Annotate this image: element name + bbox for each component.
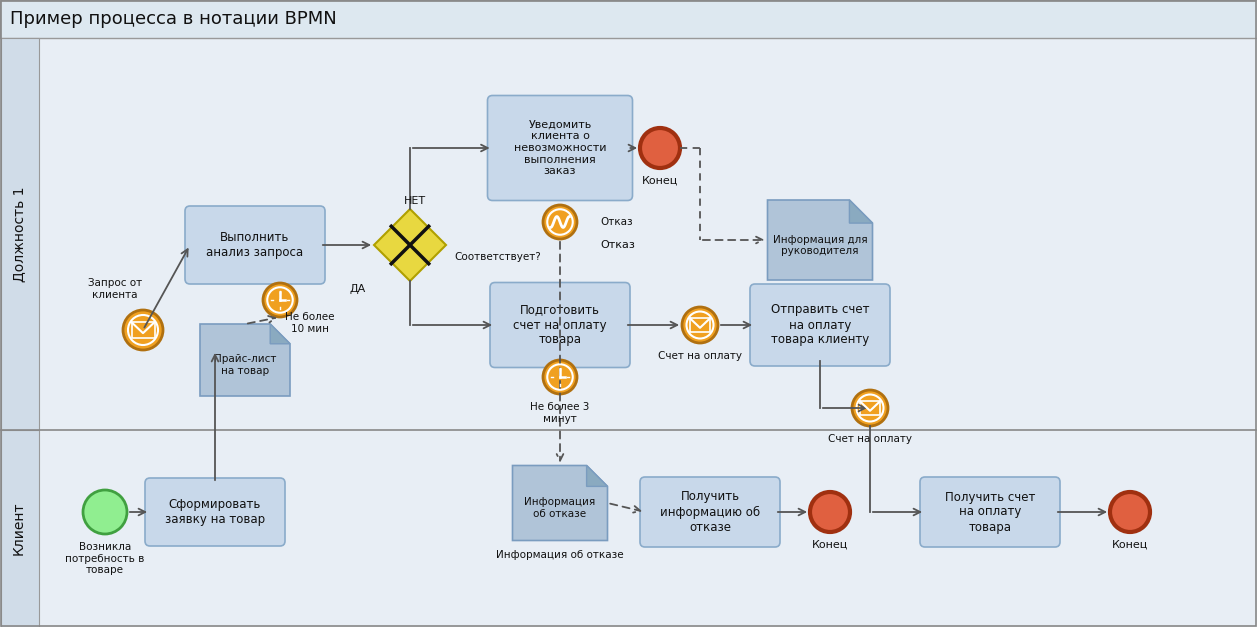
Text: Запрос от
клиента: Запрос от клиента	[88, 278, 142, 300]
Text: Отправить счет
на оплату
товара клиенту: Отправить счет на оплату товара клиенту	[771, 303, 870, 347]
Text: Счет на оплату: Счет на оплату	[657, 351, 742, 361]
FancyBboxPatch shape	[640, 477, 781, 547]
Text: Не более 3
минут: Не более 3 минут	[530, 402, 590, 424]
FancyBboxPatch shape	[39, 38, 1256, 430]
Text: ДА: ДА	[349, 284, 366, 294]
FancyBboxPatch shape	[490, 283, 630, 367]
Polygon shape	[587, 465, 607, 487]
Circle shape	[810, 492, 850, 532]
FancyBboxPatch shape	[39, 430, 1256, 627]
Circle shape	[123, 310, 163, 350]
Text: Подготовить
счет на оплату
товара: Подготовить счет на оплату товара	[513, 303, 607, 347]
FancyBboxPatch shape	[185, 206, 326, 284]
Polygon shape	[850, 200, 872, 223]
Text: Клиент: Клиент	[13, 502, 26, 556]
Circle shape	[683, 307, 718, 343]
FancyBboxPatch shape	[690, 318, 710, 332]
Text: Конец: Конец	[812, 540, 848, 550]
Circle shape	[263, 283, 297, 317]
Circle shape	[543, 205, 577, 239]
Text: Конец: Конец	[1112, 540, 1148, 550]
Text: Информация
об отказе: Информация об отказе	[524, 497, 596, 519]
Circle shape	[551, 367, 569, 386]
Text: Отказ: Отказ	[600, 217, 632, 227]
FancyBboxPatch shape	[920, 477, 1060, 547]
Polygon shape	[768, 200, 872, 280]
Text: Получить
информацию об
отказе: Получить информацию об отказе	[660, 490, 760, 534]
Text: Информация для
руководителя: Информация для руководителя	[773, 234, 867, 256]
Text: Уведомить
клиента о
невозможности
выполнения
заказ: Уведомить клиента о невозможности выполн…	[514, 120, 606, 176]
Text: Не более
10 мин: Не более 10 мин	[285, 312, 334, 334]
Text: НЕТ: НЕТ	[403, 196, 426, 206]
Text: Должность 1: Должность 1	[13, 186, 26, 282]
Circle shape	[856, 394, 884, 421]
Circle shape	[1110, 492, 1150, 532]
Circle shape	[640, 128, 680, 168]
FancyBboxPatch shape	[1, 430, 39, 627]
Circle shape	[547, 209, 573, 234]
FancyBboxPatch shape	[488, 95, 632, 201]
Polygon shape	[270, 324, 290, 344]
Circle shape	[270, 291, 289, 309]
Circle shape	[686, 312, 714, 339]
Circle shape	[543, 360, 577, 394]
FancyBboxPatch shape	[145, 478, 285, 546]
Polygon shape	[513, 465, 607, 540]
Text: Отказ: Отказ	[600, 240, 635, 250]
Text: Информация об отказе: Информация об отказе	[497, 551, 623, 561]
FancyBboxPatch shape	[1, 38, 39, 430]
Text: Счет на оплату: Счет на оплату	[828, 434, 913, 444]
Text: Сформировать
заявку на товар: Сформировать заявку на товар	[165, 498, 265, 526]
Text: Выполнить
анализ запроса: Выполнить анализ запроса	[206, 231, 303, 259]
Text: Получить счет
на оплату
товара: Получить счет на оплату товара	[945, 490, 1036, 534]
Circle shape	[547, 364, 573, 390]
FancyBboxPatch shape	[750, 284, 890, 366]
Text: Конец: Конец	[642, 176, 678, 186]
Text: Возникла
потребность в
товаре: Возникла потребность в товаре	[65, 542, 145, 575]
Circle shape	[852, 390, 887, 426]
FancyBboxPatch shape	[0, 0, 1257, 38]
Text: Прайс-лист
на товар: Прайс-лист на товар	[214, 354, 277, 376]
Circle shape	[268, 287, 293, 313]
Text: Соответствует?: Соответствует?	[454, 252, 541, 262]
Circle shape	[83, 490, 127, 534]
Polygon shape	[375, 209, 446, 281]
Text: Пример процесса в нотации BPMN: Пример процесса в нотации BPMN	[10, 10, 337, 28]
FancyBboxPatch shape	[132, 322, 155, 338]
Polygon shape	[200, 324, 290, 396]
FancyBboxPatch shape	[860, 401, 880, 415]
Circle shape	[128, 315, 158, 345]
